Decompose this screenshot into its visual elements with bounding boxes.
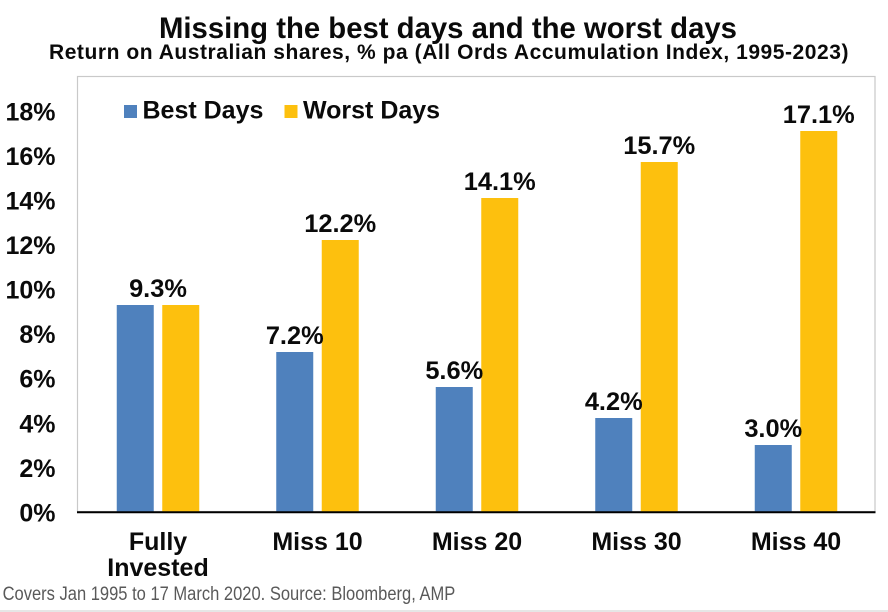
svg-text:16%: 16%: [5, 143, 55, 171]
svg-text:18%: 18%: [5, 98, 55, 126]
svg-text:14.1%: 14.1%: [464, 168, 536, 196]
svg-text:5.6%: 5.6%: [425, 357, 483, 385]
svg-text:7.2%: 7.2%: [266, 322, 324, 350]
svg-text:12%: 12%: [5, 232, 55, 260]
svg-text:6%: 6%: [19, 366, 55, 394]
svg-text:15.7%: 15.7%: [623, 132, 695, 160]
svg-text:3.0%: 3.0%: [744, 415, 802, 443]
svg-text:4%: 4%: [19, 410, 55, 438]
svg-text:Worst Days: Worst Days: [303, 96, 440, 124]
svg-text:Miss 20: Miss 20: [432, 528, 522, 556]
svg-text:Missing the best days and the: Missing the best days and the worst days: [159, 12, 737, 45]
svg-text:8%: 8%: [19, 321, 55, 349]
svg-text:Invested: Invested: [107, 554, 208, 582]
svg-text:9.3%: 9.3%: [129, 275, 187, 303]
svg-text:0%: 0%: [19, 499, 55, 527]
svg-text:14%: 14%: [5, 188, 55, 216]
svg-text:Return on Australian shares, %: Return on Australian shares, % pa (All O…: [49, 41, 849, 64]
svg-text:Miss 10: Miss 10: [272, 528, 362, 556]
svg-text:4.2%: 4.2%: [585, 388, 643, 416]
svg-text:10%: 10%: [5, 277, 55, 305]
svg-text:Miss 40: Miss 40: [751, 528, 841, 556]
svg-text:Fully: Fully: [129, 528, 187, 556]
svg-text:Covers Jan 1995 to 17 March 20: Covers Jan 1995 to 17 March 2020. Source…: [3, 583, 456, 604]
svg-text:Miss 30: Miss 30: [591, 528, 681, 556]
svg-text:12.2%: 12.2%: [304, 210, 376, 238]
svg-text:17.1%: 17.1%: [783, 101, 855, 129]
svg-text:Best Days: Best Days: [143, 96, 264, 124]
svg-text:2%: 2%: [19, 455, 55, 483]
